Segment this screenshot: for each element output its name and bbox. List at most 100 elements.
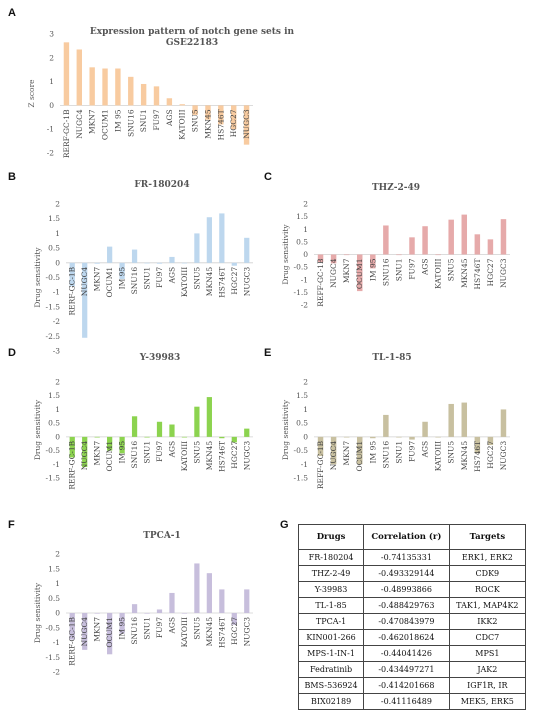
y-tick-label: 2	[303, 200, 308, 209]
y-axis-label: Z score	[27, 79, 36, 108]
correlation-cell: -0.434497271	[363, 661, 450, 678]
drug-name-cell: FR-180204	[297, 549, 365, 566]
y-tick-label: -0.5	[294, 446, 309, 455]
panel-label-a: A	[8, 7, 16, 19]
bar-hgc27	[487, 436, 494, 446]
category-label: SNU5	[447, 441, 456, 464]
category-label: FU97	[155, 441, 164, 462]
bar-katoiii	[181, 613, 188, 614]
y-tick-label: 0	[55, 432, 60, 441]
y-tick-label: -1	[53, 460, 60, 469]
category-label: AGS	[167, 441, 176, 459]
table-row: Y-39983 -0.48993866 ROCK	[297, 581, 527, 598]
drug-correlation-table: Drugs Correlation (r) Targets FR-180204-…	[297, 524, 527, 710]
chart-title: TPCA-1	[143, 531, 181, 541]
target-cell: MEK5, ERK5	[448, 693, 527, 710]
bar-ags	[166, 98, 173, 106]
table-header-targets: Targets	[448, 524, 527, 550]
y-tick-label: -1.5	[46, 302, 61, 311]
bar-mkn7	[343, 436, 350, 438]
correlation-cell: -0.74135331	[363, 549, 450, 566]
category-label: MKN45	[203, 109, 212, 139]
category-label: OCUM1	[105, 267, 114, 298]
chart-panel-e: TL-1-85 Drug sensitivity -1.5 -1 -0.5 0 0.5 1 1.…	[281, 353, 510, 489]
category-label: AGS	[421, 441, 430, 459]
correlation-cell: -0.414201668	[363, 677, 450, 694]
category-label: REFF-GC-1B	[316, 440, 325, 489]
category-label: MKN45	[205, 267, 214, 297]
drug-name-cell: TL-1-85	[297, 597, 365, 614]
category-label: SNU5	[192, 267, 201, 290]
bar-mkn7	[94, 436, 100, 438]
y-tick-label: -1.5	[46, 474, 61, 483]
bar-fu97	[153, 86, 160, 106]
table-header-row: Drugs Correlation (r) Targets	[297, 524, 527, 550]
category-label: SNU5	[192, 441, 201, 464]
bar-ocum1	[102, 68, 108, 106]
category-label: MKN7	[93, 441, 102, 466]
bar-snu1	[140, 83, 147, 106]
y-tick-label: 1	[303, 225, 308, 234]
bar-ocum1	[107, 613, 113, 655]
chart-panel-f: TPCA-1 Drug sensitivity -2 -1.5 -1 -0.5 0 0.5 1 1…	[33, 531, 253, 677]
bar-hs746t	[219, 589, 225, 613]
bar-ags	[422, 421, 428, 437]
category-label: MKN7	[93, 267, 102, 292]
category-label: NUGC4	[75, 109, 84, 139]
y-tick-label: -0.5	[46, 273, 61, 282]
bar-katoiii	[435, 436, 441, 438]
bar-ags	[422, 226, 428, 255]
bar-reff-gc-1b	[317, 436, 324, 457]
category-label: NUGC4	[329, 441, 338, 471]
category-label: OCUM1	[101, 109, 110, 140]
y-tick-label: -2	[301, 301, 309, 310]
category-label: SNU16	[130, 617, 139, 645]
target-cell: ERK1, ERK2	[448, 549, 527, 566]
bar-hs746t	[219, 213, 225, 263]
y-axis-label: Drug sensitivity	[281, 399, 290, 460]
correlation-cell: -0.48993866	[363, 581, 450, 598]
table-header-correlation: Correlation (r)	[363, 524, 450, 550]
target-cell: TAK1, MAP4K2	[448, 597, 527, 614]
category-label: MKN45	[205, 617, 214, 647]
bar-mkn45	[206, 573, 212, 613]
bar-rerf-gc-1b	[69, 436, 75, 458]
category-label: IM 95	[368, 441, 377, 464]
category-label: HGC27	[486, 441, 495, 469]
category-label: MKN45	[460, 258, 469, 288]
table-row: FR-180204 -0.74135331 ERK1, ERK2	[297, 549, 527, 566]
y-tick-label: 1	[55, 579, 60, 588]
bar-nugc4	[330, 254, 337, 264]
y-tick-label: 0.5	[296, 419, 308, 428]
bar-fu97	[409, 237, 415, 255]
bar-im-95	[370, 254, 376, 269]
drug-name-cell: TPCA-1	[297, 613, 365, 630]
category-label: SNU1	[143, 441, 152, 464]
category-label: NUGC4	[80, 617, 89, 647]
bar-nugc4	[82, 436, 88, 468]
correlation-cell: -0.488429763	[363, 597, 450, 614]
table-row: Fedratinib -0.434497271 JAK2	[297, 661, 527, 678]
bar-ocum1	[356, 436, 363, 465]
bar-nugc3	[244, 589, 250, 613]
bar-snu5	[194, 563, 200, 613]
category-label: HS746T	[217, 267, 226, 298]
category-label: MKN7	[342, 258, 351, 283]
y-tick-label: 2	[55, 378, 60, 387]
panel-label-c: C	[264, 171, 272, 183]
category-label: SNU1	[143, 617, 152, 640]
category-label: KATOIII	[178, 109, 187, 139]
category-label: KATOIII	[434, 441, 443, 471]
bar-rerf-gc-1b	[69, 262, 75, 287]
y-tick-label: 0.5	[48, 419, 60, 428]
y-tick-label: 2	[55, 550, 60, 559]
bar-nugc3	[244, 428, 250, 437]
drug-name-cell: BMS-536924	[297, 677, 365, 694]
bar-snu5	[194, 233, 200, 263]
chart-title: FR-180204	[134, 180, 189, 190]
category-label: MKN45	[205, 441, 214, 471]
chart-title: TL-1-85	[372, 353, 411, 363]
bar-hs746t	[219, 436, 225, 439]
y-axis-label: Drug sensitivity	[33, 582, 42, 643]
y-tick-label: 0	[55, 609, 60, 618]
